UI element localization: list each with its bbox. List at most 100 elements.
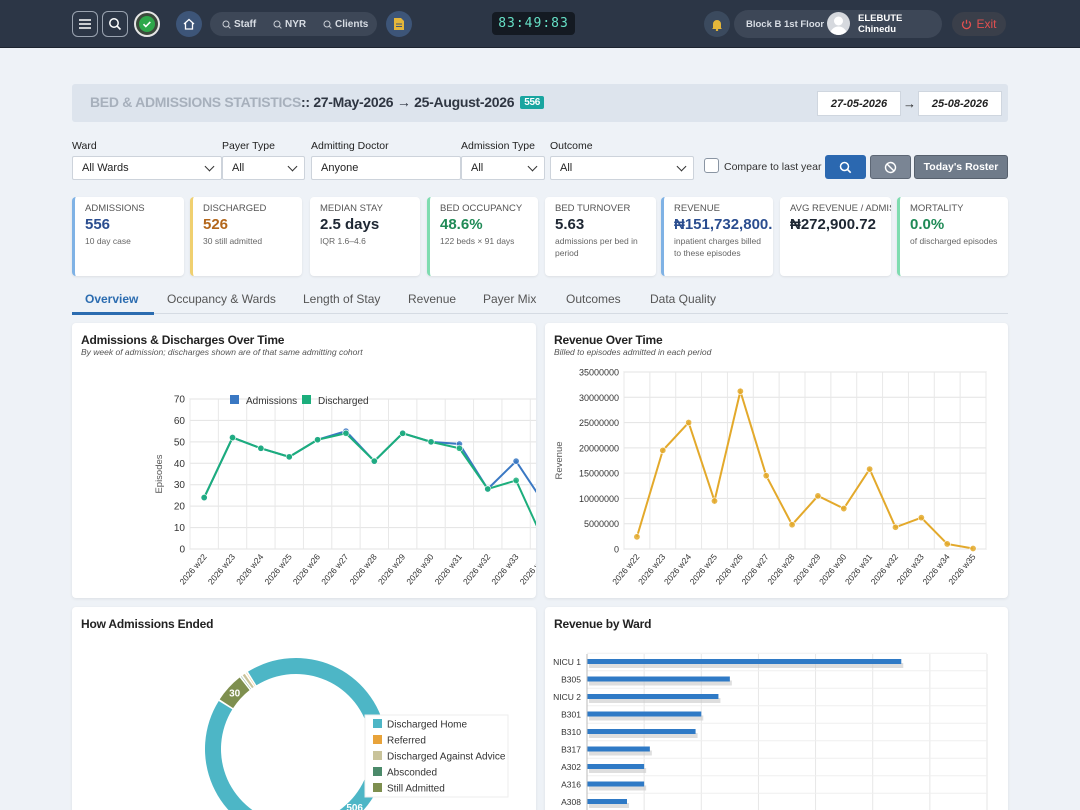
- tab-outcomes[interactable]: Outcomes: [566, 292, 621, 306]
- exit-button[interactable]: Exit: [952, 12, 1006, 36]
- bar: [587, 676, 730, 682]
- tab-length-of-stay[interactable]: Length of Stay: [303, 292, 381, 306]
- adm-type-filter-label: Admission Type: [461, 140, 535, 152]
- exit-label: Exit: [976, 17, 997, 31]
- revenue-chart-card: Revenue Over Time Billed to episodes adm…: [545, 323, 1008, 598]
- search-clients-link[interactable]: Clients: [323, 19, 368, 30]
- admissions-chart-card: Admissions & Discharges Over Time By wee…: [72, 323, 536, 598]
- category-label: B310: [561, 727, 581, 737]
- data-point: [512, 457, 520, 465]
- x-tick-label: 2026 w32: [461, 552, 493, 587]
- revenue-chart: 0 5000000 10000000 15000000 20000000 25000000…: [554, 368, 987, 587]
- outcome-filter-label: Outcome: [550, 140, 593, 152]
- home-icon[interactable]: [176, 11, 202, 37]
- ward-select-value: All Wards: [82, 162, 129, 174]
- tab-revenue[interactable]: Revenue: [408, 292, 457, 306]
- tab-payer-mix[interactable]: Payer Mix: [483, 292, 537, 306]
- bar-shadow: [589, 785, 647, 791]
- legend-label: Absconded: [387, 768, 437, 779]
- adm-type-select[interactable]: All: [461, 156, 545, 180]
- x-tick-label: 2026 w34: [518, 552, 536, 587]
- notes-icon[interactable]: [386, 11, 412, 37]
- payer-select-value: All: [232, 162, 245, 174]
- kpi-card-admissions: ADMISSIONS 556 10 day case: [72, 197, 184, 276]
- y-tick-label: 50: [174, 437, 186, 448]
- clear-filters-button[interactable]: [870, 155, 911, 179]
- kpi-label: MEDIAN STAY: [320, 203, 383, 214]
- data-point: [788, 521, 796, 529]
- kpi-label: BED OCCUPANCY: [440, 203, 523, 214]
- search-nyr-link[interactable]: NYR: [273, 19, 306, 30]
- data-point: [285, 453, 293, 461]
- kpi-subtext: 122 beds × 91 days: [440, 236, 515, 246]
- bar: [587, 659, 902, 664]
- kpi-subtext: IQR 1.6–4.6: [320, 236, 366, 246]
- kpi-card-avg-revenue: AVG REVENUE / ADMISSION ₦272,900.72: [780, 197, 891, 276]
- donut-slice-discharged-home: [205, 658, 387, 810]
- legend-label: Still Admitted: [387, 784, 445, 795]
- kpi-subtext: of discharged episodes: [910, 236, 998, 246]
- data-point: [943, 540, 951, 548]
- kpi-value: ₦272,900.72: [790, 216, 876, 233]
- status-check-icon[interactable]: [134, 11, 160, 37]
- kpi-card-median-stay: MEDIAN STAY 2.5 days IQR 1.6–4.6: [310, 197, 420, 276]
- data-point: [711, 497, 719, 505]
- bar-shadow: [589, 750, 652, 756]
- data-point: [891, 523, 899, 531]
- revenue-chart-subtitle: Billed to episodes admitted in each peri…: [554, 347, 712, 357]
- plot-frame: [189, 398, 536, 550]
- tab-occupancy-wards[interactable]: Occupancy & Wards: [167, 292, 276, 306]
- doctor-select[interactable]: Anyone: [311, 156, 461, 180]
- data-point: [917, 514, 925, 522]
- user-location-pill[interactable]: Block B 1st Floor ELEBUTE Chinedu: [734, 10, 942, 38]
- data-point: [840, 505, 848, 513]
- y-tick-label: 25000000: [579, 418, 619, 428]
- outcome-select[interactable]: All: [550, 156, 694, 180]
- clock-display: 83:49:83: [492, 12, 575, 35]
- data-point: [814, 492, 822, 500]
- compare-checkbox[interactable]: [704, 158, 719, 173]
- y-tick-label: 30000000: [579, 393, 619, 403]
- data-point: [200, 494, 208, 502]
- search-icon: [839, 161, 852, 173]
- bar-shadow: [589, 663, 904, 668]
- payer-filter-label: Payer Type: [222, 140, 275, 152]
- location-label: Block B 1st Floor: [746, 18, 825, 30]
- data-point: [314, 436, 322, 444]
- y-tick-label: 20: [174, 502, 186, 513]
- todays-roster-button[interactable]: Today's Roster: [914, 155, 1008, 179]
- y-tick-label: 20000000: [579, 443, 619, 453]
- bar: [587, 746, 650, 752]
- compare-label[interactable]: Compare to last year: [724, 161, 822, 173]
- tab-data-quality[interactable]: Data Quality: [650, 292, 717, 306]
- tab-overview[interactable]: Overview: [85, 292, 139, 306]
- bar-shadow: [589, 680, 732, 686]
- bar-shadow: [589, 768, 647, 773]
- bell-icon[interactable]: [704, 11, 730, 37]
- apply-search-button[interactable]: [825, 155, 866, 179]
- date-from-input[interactable]: 27-05-2026: [817, 91, 901, 116]
- legend-swatch-discharged: [302, 395, 311, 404]
- bar-shadow: [589, 698, 721, 703]
- date-to-input[interactable]: 25-08-2026: [918, 91, 1002, 116]
- power-icon: [962, 19, 972, 29]
- data-point: [633, 533, 641, 541]
- kpi-value: 0.0%: [910, 216, 945, 233]
- search-icon: [222, 20, 231, 29]
- bar-shadow: [589, 715, 704, 721]
- menu-icon[interactable]: [72, 11, 98, 37]
- kpi-value: 48.6%: [440, 216, 483, 233]
- legend-label-discharged: Discharged: [318, 396, 369, 407]
- kpi-value: 526: [203, 216, 229, 233]
- search-staff-link[interactable]: Staff: [222, 19, 256, 30]
- ward-select[interactable]: All Wards: [72, 156, 222, 180]
- category-label: A316: [561, 780, 581, 790]
- legend-label: Referred: [387, 736, 426, 747]
- search-icon[interactable]: [102, 11, 128, 37]
- payer-select[interactable]: All: [222, 156, 305, 180]
- kpi-label: BED TURNOVER: [555, 203, 631, 214]
- data-point: [512, 476, 520, 484]
- kpi-value: 2.5 days: [320, 216, 380, 233]
- kpi-label: ADMISSIONS: [85, 203, 145, 214]
